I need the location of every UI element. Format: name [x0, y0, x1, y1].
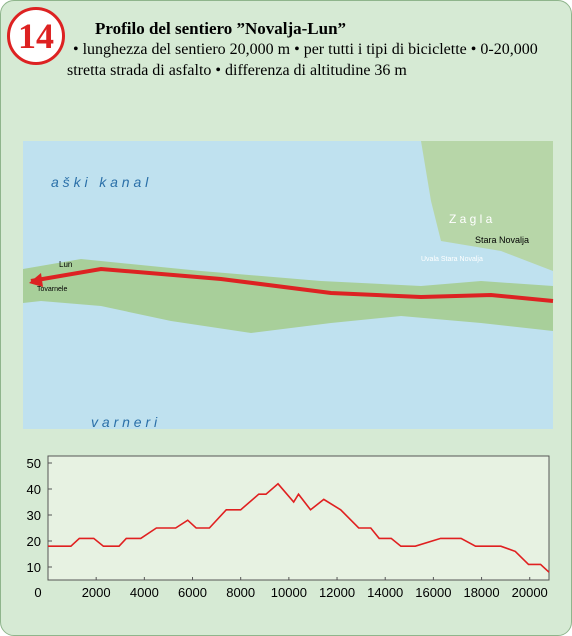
x-tick-label: 10000	[271, 585, 307, 600]
map-route	[30, 266, 554, 303]
x-tick-label: 4000	[130, 585, 159, 600]
map-label: Tovarnele	[37, 286, 67, 293]
x-tick-label: 20000	[512, 585, 548, 600]
x-tick-label: 6000	[178, 585, 207, 600]
x-tick-label: 0	[34, 585, 41, 600]
map-label: Z a g l a	[449, 212, 493, 226]
y-tick-label: 30	[27, 508, 41, 523]
section-number: 14	[7, 7, 65, 65]
x-tick-label: 16000	[415, 585, 451, 600]
map-island	[23, 259, 553, 333]
plot-area	[47, 455, 550, 581]
map-label: Stara Novalja	[475, 235, 529, 245]
y-tick-label: 10	[27, 560, 41, 575]
description: • lunghezza del sentiero 20,000 m • per …	[67, 41, 538, 79]
y-tick-label: 20	[27, 534, 41, 549]
x-tick-label: 18000	[463, 585, 499, 600]
y-tick-label: 40	[27, 482, 41, 497]
map-label: Uvala Stara Novalja	[421, 256, 483, 263]
map-land	[421, 141, 553, 271]
route-arrow	[29, 273, 43, 287]
profile-line	[48, 482, 550, 573]
map-label: a š k i k a n a l	[51, 174, 149, 190]
x-tick-label: 12000	[319, 585, 355, 600]
y-tick-label: 50	[27, 456, 41, 471]
x-tick-label: 2000	[82, 585, 111, 600]
x-tick-label: 8000	[226, 585, 255, 600]
map-label: Lun	[59, 260, 72, 269]
x-tick-label: 14000	[367, 585, 403, 600]
title: Profilo del sentiero ”Novalja-Lun”	[95, 19, 347, 38]
map-label: v a r n e r i	[91, 414, 158, 430]
